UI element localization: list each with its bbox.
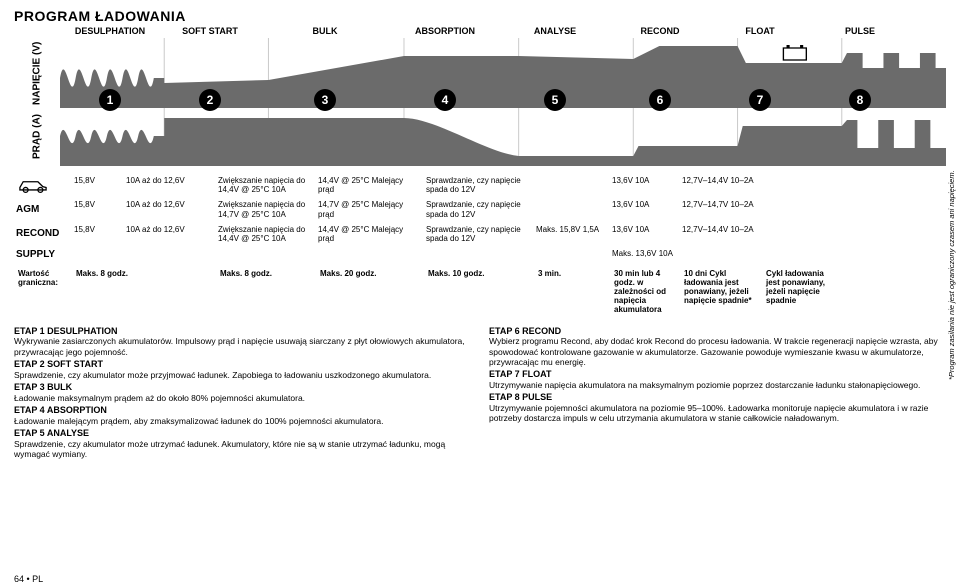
cell: Sprawdzanie, czy napięcie spada do 12V [424, 198, 534, 222]
cell: 12,7V–14,4V 10–2A [680, 174, 762, 198]
etap-descriptions: ETAP 1 DESULPHATION Wykrywanie zasiarczo… [14, 324, 946, 459]
phase-label: BULK [260, 26, 390, 36]
phase-label: RECOND [610, 26, 710, 36]
row-agm-label: AGM [14, 198, 72, 222]
cell: 15,8V [72, 174, 124, 198]
etap-heading: ETAP 3 BULK [14, 382, 471, 393]
cell: Maks. 15,8V 1,5A [534, 223, 610, 247]
limit: 3 min. [534, 267, 610, 316]
current-plot [60, 108, 946, 166]
cell: 15,8V [72, 223, 124, 247]
cell: 12,7V–14,4V 10–2A [680, 223, 762, 247]
etap-left-col: ETAP 1 DESULPHATION Wykrywanie zasiarczo… [14, 324, 471, 459]
etap-heading: ETAP 1 DESULPHATION [14, 326, 471, 337]
cell: 12,7V–14,7V 10–2A [680, 198, 762, 222]
car-icon-cell [14, 174, 72, 198]
etap-text: Sprawdzenie, czy akumulator może przyjmo… [14, 370, 471, 380]
etap-text: Wykrywanie zasiarczonych akumulatorów. I… [14, 336, 471, 356]
cell: Zwiększanie napięcia do 14,4V @ 25°C 10A [216, 223, 316, 247]
limit: 10 dni Cykl ładowania jest ponawiany, je… [680, 267, 762, 316]
cell: 15,8V [72, 198, 124, 222]
phase-label: DESULPHATION [60, 26, 160, 36]
voltage-plot: 1 2 3 4 5 6 7 8 [60, 38, 946, 108]
page: PROGRAM ŁADOWANIA DESULPHATION SOFT STAR… [0, 0, 960, 588]
y-axis-current: PRĄD (A) [14, 108, 60, 166]
side-footnote: *Program zasilania nie jest ograniczony … [947, 150, 956, 380]
phase-label: PULSE [810, 26, 910, 36]
cell [534, 174, 610, 198]
etap-heading: ETAP 8 PULSE [489, 392, 946, 403]
car-icon [16, 176, 50, 194]
params-table: 15,8V 10A aż do 12,6V Zwiększanie napięc… [14, 174, 946, 265]
cell: 13,6V 10A [610, 223, 680, 247]
limit: 30 min lub 4 godz. w zależności od napię… [610, 267, 680, 316]
etap-heading: ETAP 5 ANALYSE [14, 428, 471, 439]
limit: Maks. 10 godz. [424, 267, 534, 316]
phase-label: SOFT START [160, 26, 260, 36]
etap-heading: ETAP 7 FLOAT [489, 369, 946, 380]
etap-right-col: ETAP 6 RECOND Wybierz programu Recond, a… [489, 324, 946, 459]
phase-label: ANALYSE [500, 26, 610, 36]
limit: Maks. 8 godz. [216, 267, 316, 316]
battery-icon [783, 45, 806, 60]
limits-row: Wartość graniczna: Maks. 8 godz. Maks. 8… [14, 267, 946, 316]
etap-heading: ETAP 4 ABSORPTION [14, 405, 471, 416]
cell: 14,7V @ 25°C Malejący prąd [316, 198, 424, 222]
etap-text: Ładowanie malejącym prądem, aby zmaksyma… [14, 416, 471, 426]
cell: 14,4V @ 25°C Malejący prąd [316, 174, 424, 198]
y-axis-voltage: NAPIĘCIE (V) [14, 38, 60, 108]
cell: Sprawdzanie, czy napięcie spada do 12V [424, 223, 534, 247]
limit: Maks. 20 godz. [316, 267, 424, 316]
cell: 14,4V @ 25°C Malejący prąd [316, 223, 424, 247]
charging-chart: NAPIĘCIE (V) 1 2 [14, 38, 946, 166]
limits-label: Wartość graniczna: [14, 267, 72, 316]
page-title: PROGRAM ŁADOWANIA [14, 8, 946, 24]
cell: 10A aż do 12,6V [124, 223, 216, 247]
etap-text: Utrzymywanie pojemności akumulatora na p… [489, 403, 946, 423]
current-curve [60, 108, 946, 166]
cell: Zwiększanie napięcia do 14,4V @ 25°C 10A [216, 174, 316, 198]
cell [534, 198, 610, 222]
etap-text: Ładowanie maksymalnym prądem aż do około… [14, 393, 471, 403]
etap-text: Sprawdzenie, czy akumulator może utrzyma… [14, 439, 471, 459]
phase-header-row: DESULPHATION SOFT START BULK ABSORPTION … [14, 26, 946, 36]
limit: Maks. 8 godz. [72, 267, 216, 316]
cell: 13,6V 10A [610, 174, 680, 198]
etap-heading: ETAP 2 SOFT START [14, 359, 471, 370]
cell: Maks. 13,6V 10A [610, 247, 680, 265]
limit: Cykl ładowania jest ponawiany, jeżeli na… [762, 267, 840, 316]
phase-label: ABSORPTION [390, 26, 500, 36]
phase-label: FLOAT [710, 26, 810, 36]
etap-heading: ETAP 6 RECOND [489, 326, 946, 337]
cell: 10A aż do 12,6V [124, 198, 216, 222]
row-supply-label: SUPPLY [14, 247, 72, 265]
cell: 13,6V 10A [610, 198, 680, 222]
page-footer: 64 • PL [14, 574, 43, 584]
cell: Zwiększanie napięcia do 14,7V @ 25°C 10A [216, 198, 316, 222]
row-recond-label: RECOND [14, 223, 72, 247]
cell: Sprawdzanie, czy napięcie spada do 12V [424, 174, 534, 198]
etap-text: Utrzymywanie napięcia akumulatora na mak… [489, 380, 946, 390]
cell: 10A aż do 12,6V [124, 174, 216, 198]
etap-text: Wybierz programu Recond, aby dodać krok … [489, 336, 946, 367]
